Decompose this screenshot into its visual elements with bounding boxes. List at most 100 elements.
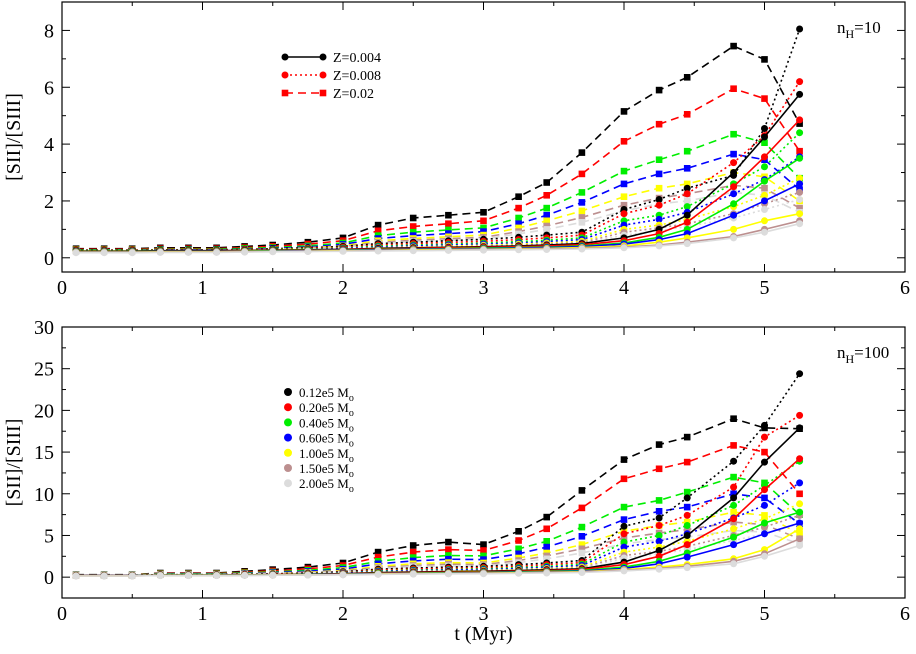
data-point: [445, 220, 452, 227]
data-point: [480, 570, 487, 578]
y-tick-label: 4: [44, 134, 54, 156]
data-point: [620, 193, 628, 200]
data-point: [730, 442, 737, 449]
data-point: [730, 560, 738, 568]
data-point: [578, 523, 586, 531]
data-point: [445, 552, 452, 559]
legend-label-sub: o: [349, 408, 354, 419]
data-point: [620, 503, 628, 511]
data-point: [515, 193, 522, 200]
data-point: [655, 196, 663, 203]
data-point: [730, 169, 738, 176]
data-point: [683, 211, 691, 219]
x-tick-label: 2: [338, 277, 348, 299]
data-point: [445, 226, 452, 234]
data-point: [515, 550, 522, 558]
legend-marker: [281, 89, 289, 97]
data-point: [480, 217, 487, 225]
series-line: [76, 28, 801, 251]
data-point: [761, 191, 768, 199]
data-point: [578, 533, 586, 540]
data-point: [578, 569, 586, 576]
data-point: [683, 184, 691, 192]
data-point: [796, 508, 804, 516]
data-point: [409, 247, 417, 255]
data-point: [761, 133, 768, 141]
data-point: [730, 457, 738, 465]
data-point: [374, 570, 382, 578]
data-point: [184, 572, 192, 580]
data-point: [620, 530, 628, 538]
y-axis-label: [SII]/[SIII]: [3, 93, 25, 181]
data-point: [761, 458, 768, 466]
data-point: [620, 475, 628, 483]
data-point: [374, 553, 382, 561]
data-point: [683, 240, 691, 248]
legend-label-sub: o: [349, 393, 354, 404]
data-point: [543, 246, 551, 253]
data-point: [409, 542, 417, 549]
y-tick-label: 8: [44, 20, 54, 42]
data-point: [730, 533, 738, 541]
y-tick-label: 10: [34, 484, 54, 506]
data-point: [683, 541, 691, 549]
top-panel: 0 1 2 3 4 5 6 0 2 4 6 8 [SII]/[SIII] nH=10 Z=0.004 Z=0.…: [3, 1, 910, 299]
legend-marker: [284, 388, 292, 396]
data-point: [543, 222, 550, 230]
data-point: [655, 547, 663, 554]
legend-marker: [284, 418, 292, 427]
data-point: [761, 486, 768, 494]
data-point: [374, 247, 382, 255]
data-point: [620, 167, 628, 175]
legend-marker: [284, 448, 292, 457]
data-point: [578, 199, 586, 206]
data-point: [445, 546, 452, 553]
data-point: [796, 500, 804, 508]
data-point: [409, 570, 417, 578]
data-point: [543, 192, 550, 199]
legend-marker: [319, 53, 327, 61]
data-point: [578, 487, 586, 494]
legend-label-sub: o: [349, 423, 354, 434]
data-point: [620, 516, 628, 523]
data-point: [515, 204, 522, 212]
x-tick-label: 6: [900, 603, 910, 625]
data-point: [683, 564, 691, 572]
y-tick-label: 15: [34, 442, 54, 464]
legend-marker: [281, 53, 289, 61]
data-point: [445, 211, 452, 219]
y-tick-label: 0: [44, 248, 54, 270]
data-point: [761, 217, 768, 225]
data-point: [543, 538, 550, 545]
data-point: [796, 204, 803, 212]
data-point: [730, 225, 738, 233]
series-line: [76, 171, 801, 252]
data-point: [761, 206, 768, 213]
data-point: [339, 247, 347, 255]
data-point: [620, 567, 628, 575]
data-point: [620, 180, 628, 188]
annotation-base: n: [837, 343, 846, 362]
data-point: [578, 219, 586, 226]
data-point: [655, 215, 663, 223]
data-point: [796, 479, 804, 487]
data-point: [796, 116, 804, 124]
data-point: [655, 522, 663, 529]
data-point: [761, 519, 768, 527]
data-point: [796, 210, 804, 218]
x-tick-label: 5: [760, 603, 770, 625]
data-point: [730, 130, 737, 138]
series-line: [76, 156, 801, 252]
y-tick-label: 25: [34, 359, 54, 381]
legend-label-sub: o: [349, 484, 354, 495]
data-point: [796, 129, 804, 137]
y-tick-label: 5: [44, 525, 54, 547]
y-tick-label: 20: [34, 400, 54, 422]
x-tick-label: 1: [198, 277, 208, 299]
bottom-panel: 0 1 2 3 4 5 6 0 5 10 15 20 25 30 [SII]/[SIII] t (Myr) nH…: [3, 317, 910, 645]
data-point: [213, 572, 221, 580]
data-point: [480, 224, 487, 232]
data-point: [796, 411, 804, 419]
data-point: [761, 56, 768, 63]
data-point: [761, 139, 768, 146]
